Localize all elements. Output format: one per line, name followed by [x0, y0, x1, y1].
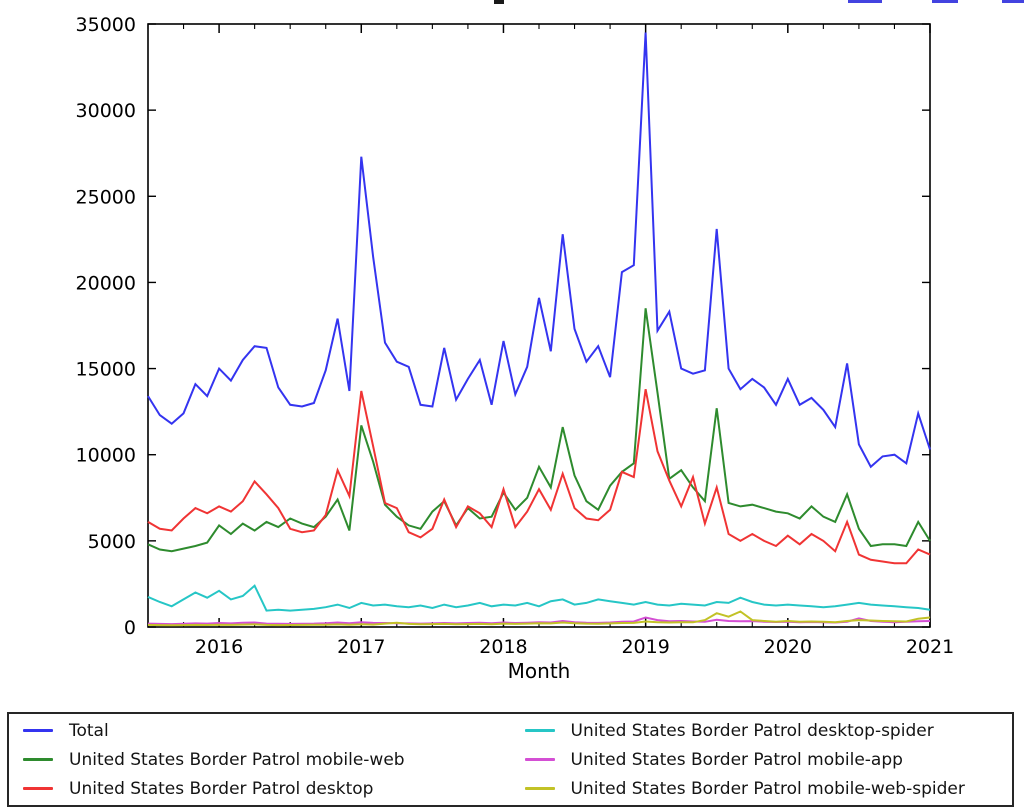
clipped-link-fragment[interactable] [932, 0, 958, 3]
svg-text:20000: 20000 [76, 272, 136, 294]
legend: Total United States Border Patrol mobile… [7, 712, 1014, 807]
svg-text:30000: 30000 [76, 100, 136, 122]
plot-canvas: Month 0 5000 10000 15000 20000 25000 30000 3500… [76, 14, 955, 683]
legend-column-left: Total United States Border Patrol mobile… [9, 721, 511, 799]
legend-swatch-desktop-spider [524, 729, 555, 732]
legend-label-total: Total [69, 720, 109, 741]
legend-label-desktop-spider: United States Border Patrol desktop-spid… [570, 720, 934, 741]
legend-swatch-total [23, 729, 53, 732]
svg-text:10000: 10000 [76, 445, 136, 467]
svg-text:2020: 2020 [764, 636, 812, 658]
legend-item-total: Total [23, 721, 511, 741]
axes [147, 23, 931, 628]
clipped-link-fragment[interactable] [1002, 0, 1024, 3]
legend-label-mobile-web: United States Border Patrol mobile-web [69, 749, 405, 770]
legend-label-mobile-web-spider: United States Border Patrol mobile-web-s… [570, 778, 965, 799]
legend-item-mobile-app: United States Border Patrol mobile-app [524, 749, 1013, 770]
svg-text:35000: 35000 [76, 14, 136, 36]
legend-column-right: United States Border Patrol desktop-spid… [511, 721, 1013, 799]
series-lines [147, 32, 931, 627]
legend-swatch-mobile-web-spider [524, 787, 555, 790]
svg-text:25000: 25000 [76, 186, 136, 208]
clipped-title-fragment [494, 0, 504, 4]
svg-text:2018: 2018 [479, 636, 527, 658]
legend-item-mobile-web-spider: United States Border Patrol mobile-web-s… [524, 778, 1013, 799]
axis-labels: Month 0 5000 10000 15000 20000 25000 30000 3500… [76, 14, 955, 683]
svg-text:2021: 2021 [906, 636, 954, 658]
legend-item-desktop-spider: United States Border Patrol desktop-spid… [524, 720, 1013, 741]
legend-swatch-mobile-app [524, 758, 555, 761]
svg-text:2017: 2017 [337, 636, 385, 658]
legend-item-mobile-web: United States Border Patrol mobile-web [23, 750, 511, 770]
svg-text:2019: 2019 [621, 636, 669, 658]
x-axis-label: Month [508, 659, 571, 683]
svg-text:0: 0 [124, 617, 136, 639]
svg-text:15000: 15000 [76, 359, 136, 381]
legend-label-mobile-app: United States Border Patrol mobile-app [570, 749, 903, 770]
legend-label-desktop: United States Border Patrol desktop [69, 778, 374, 799]
svg-text:2016: 2016 [195, 636, 243, 658]
clipped-link-fragment[interactable] [848, 0, 882, 3]
pageviews-line-chart: Month 0 5000 10000 15000 20000 25000 30000 3500… [76, 14, 955, 683]
legend-item-desktop: United States Border Patrol desktop [23, 779, 511, 799]
legend-swatch-desktop [23, 787, 53, 790]
legend-swatch-mobile-web [23, 758, 53, 761]
svg-text:5000: 5000 [88, 531, 136, 553]
